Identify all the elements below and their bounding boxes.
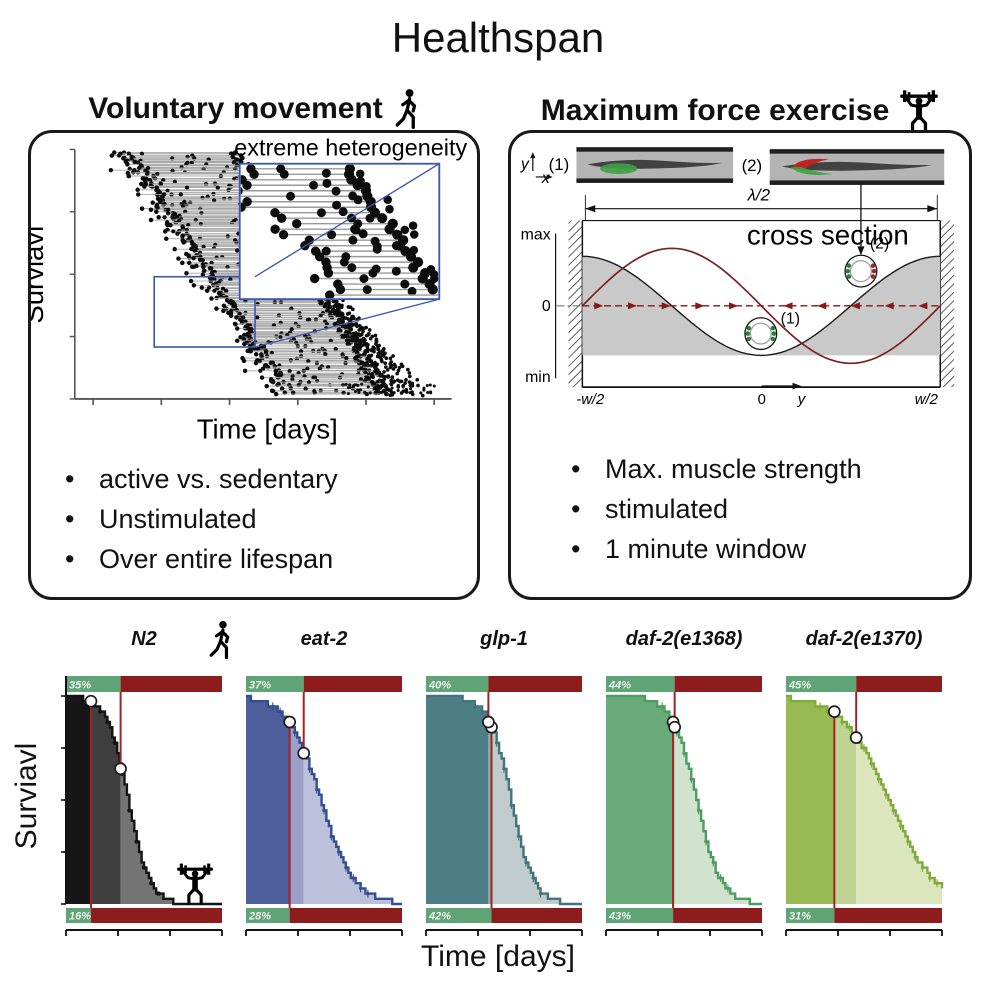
header-voluntary-label: Voluntary movement	[88, 92, 383, 125]
svg-text:w/2: w/2	[915, 392, 939, 408]
svg-text:37%: 37%	[249, 680, 271, 692]
survival-panel-row: N2 35% 16% eat-2 37% 28% glp-1 40% 42% daf-…	[58, 620, 950, 945]
svg-text:x: x	[541, 170, 551, 187]
svg-text:40%: 40%	[428, 680, 451, 692]
svg-text:extreme heterogeneity: extreme heterogeneity	[234, 135, 467, 161]
svg-text:(2): (2)	[870, 235, 889, 252]
svg-text:max: max	[521, 226, 551, 243]
bullet-one-minute-window: 1 minute window	[571, 530, 969, 570]
survival-chart-glp-1: 40% 42%	[425, 676, 583, 936]
survival-chart-daf-2-e1368: 44% 43%	[605, 676, 763, 936]
svg-text:(1): (1)	[549, 155, 570, 174]
header-voluntary-movement: Voluntary movement	[28, 88, 480, 130]
svg-text:min: min	[525, 369, 551, 386]
svg-text:28%: 28%	[248, 911, 271, 923]
svg-text:Surviavl: Surviavl	[31, 226, 49, 324]
svg-text:-w/2: -w/2	[576, 392, 605, 408]
page-title: Healthspan	[391, 14, 605, 61]
svg-text:43%: 43%	[608, 911, 631, 923]
svg-text:0: 0	[542, 298, 551, 315]
svg-text:42%: 42%	[428, 911, 451, 923]
survival-chart-eat-2: 37% 28%	[245, 676, 403, 936]
svg-text:λ/2: λ/2	[747, 186, 771, 205]
survival-chart-daf-2-e1370: 45% 31%	[785, 676, 944, 936]
svg-text:cross section: cross section	[747, 219, 909, 250]
panel-title-daf-2-e1370: daf-2(e1370)	[805, 628, 923, 650]
panel-title-daf-2-e1368: daf-2(e1368)	[625, 628, 743, 650]
svg-text:Time [days]: Time [days]	[197, 414, 338, 445]
survival-panel-eat-2: eat-2 37% 28%	[238, 622, 410, 945]
survival-panel-glp-1: glp-1 40% 42%	[418, 622, 590, 945]
panel-title-n2: N2	[58, 620, 230, 666]
svg-text:y: y	[797, 392, 807, 408]
svg-text:0: 0	[758, 392, 766, 408]
svg-text:35%: 35%	[69, 680, 91, 692]
bullet-active-vs-sedentary: active vs. sedentary	[65, 460, 477, 500]
survival-panel-daf-2-e1368: daf-2(e1368) 44% 43%	[598, 622, 770, 945]
voluntary-movement-box: Surviavl Time [days] extreme heterogeneity…	[18, 130, 480, 600]
voluntary-scatter-plot: Surviavl Time [days] extreme heterogeneity	[18, 135, 467, 445]
voluntary-bullet-list: active vs. sedentary Unstimulated Over e…	[31, 460, 477, 580]
panel-title-glp-1: glp-1	[480, 628, 528, 650]
svg-text:45%: 45%	[788, 680, 811, 692]
svg-text:44%: 44%	[608, 680, 631, 692]
max-force-bullet-list: Max. muscle strength stimulated 1 minute…	[511, 450, 969, 570]
survival-x-axis-label: Time [days]	[421, 940, 575, 973]
svg-text:(1): (1)	[781, 311, 800, 328]
bullet-max-muscle-strength: Max. muscle strength	[571, 450, 969, 490]
bullet-over-entire-lifespan: Over entire lifespan	[65, 540, 477, 580]
weightlifter-icon	[899, 88, 939, 134]
panel-title-eat-2: eat-2	[300, 628, 348, 650]
walking-person-icon	[393, 88, 420, 130]
header-max-force: Maximum force exercise	[508, 88, 972, 134]
svg-text:y: y	[520, 156, 530, 173]
svg-text:16%: 16%	[69, 911, 91, 923]
bullet-unstimulated: Unstimulated	[65, 500, 477, 540]
svg-text:31%: 31%	[789, 911, 811, 923]
bullet-stimulated: stimulated	[571, 490, 969, 530]
header-max-force-label: Maximum force exercise	[540, 94, 890, 127]
survival-panel-n2: N2 35% 16%	[58, 620, 230, 945]
survival-panel-daf-2-e1370: daf-2(e1370) 45% 31%	[778, 622, 950, 945]
svg-text:(2): (2)	[742, 156, 763, 175]
walking-person-icon	[206, 620, 234, 660]
survival-chart-n2: 35% 16%	[61, 676, 223, 936]
survival-y-axis-label: Surviavl	[10, 742, 43, 850]
max-force-box: y x (1) (2) λ/2 max 0 min (1) (2) cross section -w/…	[508, 130, 972, 600]
